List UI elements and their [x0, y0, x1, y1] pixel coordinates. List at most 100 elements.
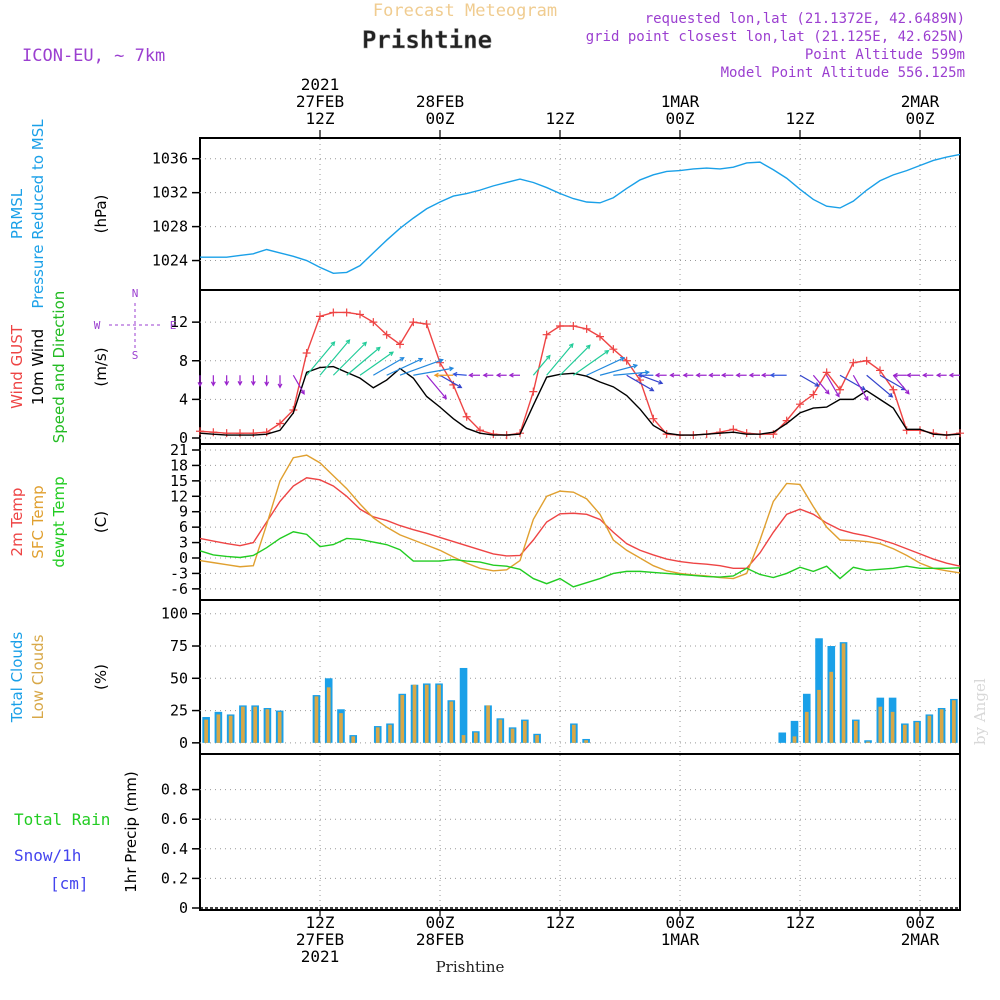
- wind-direction-arrow: [599, 364, 638, 376]
- wind-direction-arrow: [879, 374, 906, 391]
- time-label-top: 00Z: [906, 109, 935, 128]
- bar-low-clouds: [829, 671, 834, 743]
- wind-arrow-head: [604, 349, 610, 355]
- wind-arrow-head: [904, 389, 910, 395]
- wind-arrow-head: [620, 356, 626, 362]
- wind-arrow-head: [864, 396, 869, 402]
- wind-direction-arrow: [639, 374, 663, 384]
- y-tick-label: 50: [170, 669, 188, 687]
- y-tick-label: 4: [179, 390, 188, 408]
- wind-arrow-head: [457, 383, 463, 389]
- y-axis-label: (%): [92, 664, 110, 690]
- time-label-top: 2021: [301, 75, 340, 94]
- wind-direction-arrow: [346, 346, 381, 376]
- y-axis-label: 1hr Precip (mm): [122, 771, 140, 892]
- time-label-top: 28FEB: [416, 92, 464, 111]
- y-tick-label: 0.6: [161, 810, 188, 828]
- time-label-bottom: 00Z: [906, 913, 935, 932]
- point-altitude: Point Altitude 599m: [805, 47, 965, 63]
- bar-low-clouds: [903, 724, 907, 743]
- wind-arrow-head: [264, 381, 270, 387]
- y-tick-label: 1028: [152, 218, 188, 236]
- wind-arrow-head: [735, 372, 741, 378]
- wind-arrow-head: [345, 339, 351, 345]
- bar-low-clouds: [400, 695, 405, 743]
- gust-marker: [889, 385, 898, 394]
- bar-low-clouds: [326, 687, 331, 743]
- bar-low-clouds: [339, 713, 343, 743]
- wind-direction-arrow: [453, 373, 467, 376]
- compass-n: N: [132, 287, 139, 300]
- wind-arrow-head: [210, 381, 216, 387]
- gust-marker: [809, 390, 818, 399]
- gust-marker: [369, 318, 378, 327]
- bar-low-clouds: [375, 727, 380, 743]
- y-tick-label: 0: [179, 549, 188, 567]
- y-tick-label: 15: [170, 472, 188, 490]
- gust-marker: [836, 385, 844, 394]
- wind-arrow-head: [695, 372, 701, 378]
- wind-arrow-head: [330, 341, 336, 347]
- bar-low-clouds: [804, 711, 809, 743]
- wind-direction-arrow: [306, 341, 335, 376]
- bar-low-clouds: [841, 643, 846, 743]
- gust-marker: [822, 368, 831, 377]
- bar-low-clouds: [915, 722, 919, 743]
- bar-low-clouds: [939, 709, 944, 743]
- bar-low-clouds: [927, 715, 932, 743]
- y-tick-label: 0.2: [161, 869, 188, 887]
- y-axis-label: Speed and Direction: [50, 291, 68, 444]
- wind-arrow-head: [637, 372, 643, 378]
- wind-direction-arrow: [439, 374, 462, 389]
- footer-station: Prishtine: [436, 958, 505, 976]
- time-label-bottom: 2021: [301, 947, 340, 966]
- compass-s: S: [132, 349, 139, 362]
- time-label-bottom: 27FEB: [296, 930, 344, 949]
- time-label-top: 12Z: [546, 109, 575, 128]
- y-tick-label: 8: [179, 352, 188, 370]
- time-label-bottom: 12Z: [786, 913, 815, 932]
- wind-direction-arrow: [852, 374, 869, 401]
- y-tick-label: 18: [170, 456, 188, 474]
- gust-marker: [342, 308, 351, 317]
- bar-low-clouds: [817, 689, 821, 743]
- wind-arrow-head: [568, 343, 574, 349]
- wind-arrow-head: [835, 392, 840, 398]
- gust-marker: [236, 429, 244, 438]
- y-axis-label: [cm]: [50, 874, 89, 893]
- bar-low-clouds: [277, 711, 282, 743]
- gust-marker: [356, 310, 364, 319]
- panel-frame: [199, 137, 961, 291]
- gust-marker: [596, 332, 604, 341]
- bar-total-clouds: [864, 740, 872, 743]
- wind-arrow-head: [468, 372, 474, 378]
- y-tick-label: -3: [170, 564, 188, 582]
- gust-marker: [409, 318, 418, 327]
- y-axis-label: (hPa): [92, 195, 110, 234]
- y-tick-label: 12: [170, 313, 188, 331]
- gust-marker: [796, 400, 804, 409]
- panel-clouds: 0 25 50 75 100 Total Clouds Low Clouds (%): [8, 599, 961, 755]
- y-axis-label: Low Clouds: [29, 634, 47, 719]
- bar-low-clouds: [437, 684, 441, 743]
- wind-arrow-head: [495, 372, 501, 378]
- wind-arrow-head: [644, 369, 651, 375]
- gust-marker: [382, 330, 391, 339]
- wind-direction-arrow: [319, 339, 351, 376]
- y-axis-label: SFC Temp: [29, 485, 47, 558]
- wind-arrow-head: [769, 372, 775, 378]
- time-label-top: 12Z: [786, 109, 815, 128]
- gust-marker: [542, 330, 551, 339]
- y-tick-label: 0: [179, 899, 188, 917]
- gust-marker: [556, 322, 564, 330]
- bar-low-clouds: [890, 711, 895, 743]
- bar-low-clouds: [449, 701, 454, 743]
- gust-marker: [849, 358, 858, 367]
- wind-direction-arrow: [559, 344, 591, 376]
- wind-arrow-head: [482, 372, 488, 378]
- gust-marker: [422, 320, 431, 329]
- station-title: Prishtine: [362, 26, 492, 54]
- wind-arrow-head: [399, 357, 405, 362]
- gust-marker: [209, 428, 218, 437]
